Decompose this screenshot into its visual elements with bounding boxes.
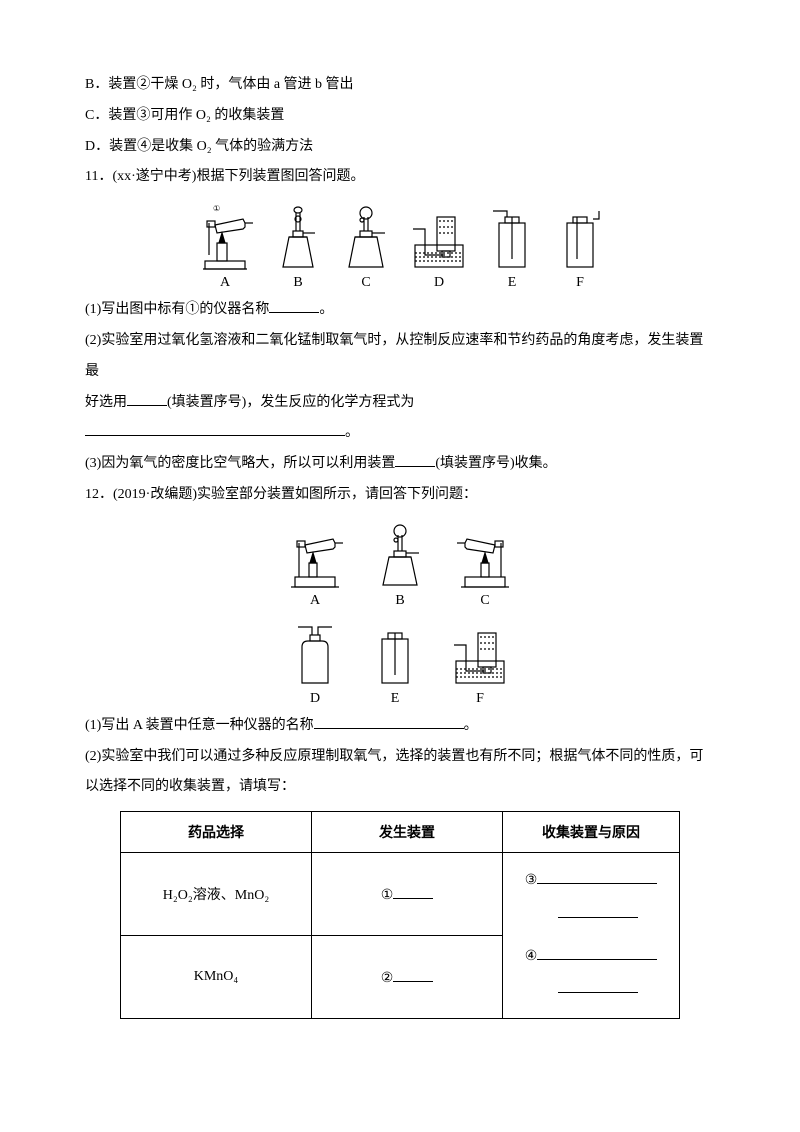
q12-label-a: A bbox=[285, 593, 345, 609]
q12-sub2: (2)实验室中我们可以通过多种反应原理制取氧气，选择的装置也有所不同；根据气体不… bbox=[85, 742, 715, 804]
q11-label-f: F bbox=[555, 275, 605, 291]
apparatus-f-icon bbox=[555, 203, 605, 273]
option-d: D．装置④是收集 O₂ 气体的验满方法 bbox=[85, 132, 715, 163]
blank[interactable] bbox=[537, 945, 657, 960]
apparatus-b2-icon bbox=[375, 521, 425, 591]
q11-label-e: E bbox=[487, 275, 537, 291]
q11-1a: (1)写出图中标有①的仪器名称 bbox=[85, 302, 269, 317]
r-c3: ③ ④ bbox=[503, 853, 680, 1019]
q11-sub1: (1)写出图中标有①的仪器名称 。 bbox=[85, 295, 715, 326]
q11-2c: (填装置序号)，发生反应的化学方程式为 bbox=[167, 395, 414, 410]
r2c2: ② bbox=[312, 936, 503, 1019]
apparatus-d2-icon bbox=[290, 619, 340, 689]
blank[interactable] bbox=[537, 869, 657, 884]
q12-sub1: (1)写出 A 装置中任意一种仪器的名称 。 bbox=[85, 711, 715, 742]
option-b: B．装置②干燥 O₂ 时，气体由 a 管进 b 管出 bbox=[85, 70, 715, 101]
q12-label-c: C bbox=[455, 593, 515, 609]
blank[interactable] bbox=[558, 978, 638, 993]
q12-heading: 12．(2019·改编题)实验室部分装置如图所示，请回答下列问题： bbox=[85, 480, 715, 511]
q12-figure-row2: D E bbox=[85, 619, 715, 707]
answer-table: 药品选择 发生装置 收集装置与原因 H₂O₂溶液、MnO₂ ① ③ ④ KMnO… bbox=[120, 811, 680, 1019]
apparatus-f2-icon bbox=[450, 619, 510, 689]
q11-2d: 。 bbox=[345, 425, 359, 440]
r-c3-b: ④ bbox=[525, 949, 538, 964]
blank[interactable] bbox=[395, 452, 435, 467]
q11-2b: 好选用 bbox=[85, 395, 127, 410]
apparatus-d-icon bbox=[409, 203, 469, 273]
q11-1b: 。 bbox=[319, 302, 333, 317]
q12-figure-row1: A B bbox=[85, 521, 715, 609]
q12-label-f: F bbox=[450, 691, 510, 707]
apparatus-a2-icon bbox=[285, 521, 345, 591]
q11-3b: (填装置序号)收集。 bbox=[435, 456, 556, 471]
q11-sub2-l3: 。 bbox=[85, 418, 715, 449]
r1c2: ① bbox=[312, 853, 503, 936]
q12-label-d: D bbox=[290, 691, 340, 707]
q11-heading: 11．(xx·遂宁中考)根据下列装置图回答问题。 bbox=[85, 162, 715, 193]
blank[interactable] bbox=[393, 884, 433, 899]
r-c3-a: ③ bbox=[525, 873, 538, 888]
r2c1: KMnO₄ bbox=[121, 936, 312, 1019]
apparatus-a-icon: ① bbox=[195, 203, 255, 273]
q11-sub3: (3)因为氧气的密度比空气略大，所以可以利用装置 (填装置序号)收集。 bbox=[85, 449, 715, 480]
q12-label-e: E bbox=[370, 691, 420, 707]
apparatus-c2-icon bbox=[455, 521, 515, 591]
apparatus-e-icon bbox=[487, 203, 537, 273]
th-2: 发生装置 bbox=[312, 812, 503, 853]
r2c2-prefix: ② bbox=[381, 971, 394, 986]
q11-3a: (3)因为氧气的密度比空气略大，所以可以利用装置 bbox=[85, 456, 395, 471]
apparatus-b-icon bbox=[273, 203, 323, 273]
blank[interactable] bbox=[127, 391, 167, 406]
q11-label-a: A bbox=[195, 275, 255, 291]
th-3: 收集装置与原因 bbox=[503, 812, 680, 853]
blank[interactable] bbox=[314, 714, 464, 729]
th-1: 药品选择 bbox=[121, 812, 312, 853]
q11-label-d: D bbox=[409, 275, 469, 291]
r1c1: H₂O₂溶液、MnO₂ bbox=[121, 853, 312, 936]
q11-figure-row: ① A bbox=[85, 203, 715, 291]
q12-1b: 。 bbox=[464, 718, 478, 733]
apparatus-e2-icon bbox=[370, 619, 420, 689]
option-c: C．装置③可用作 O₂ 的收集装置 bbox=[85, 101, 715, 132]
q11-sub2-l2: 好选用 (填装置序号)，发生反应的化学方程式为 bbox=[85, 388, 715, 419]
q11-label-b: B bbox=[273, 275, 323, 291]
q11-label-c: C bbox=[341, 275, 391, 291]
r1c2-prefix: ① bbox=[381, 888, 394, 903]
blank[interactable] bbox=[269, 298, 319, 313]
blank[interactable] bbox=[393, 967, 433, 982]
svg-text:①: ① bbox=[213, 204, 220, 213]
blank[interactable] bbox=[85, 421, 345, 436]
q12-label-b: B bbox=[375, 593, 425, 609]
apparatus-c-icon bbox=[341, 203, 391, 273]
q11-sub2-l1: (2)实验室用过氧化氢溶液和二氧化锰制取氧气时，从控制反应速率和节约药品的角度考… bbox=[85, 326, 715, 388]
blank[interactable] bbox=[558, 903, 638, 918]
q12-1a: (1)写出 A 装置中任意一种仪器的名称 bbox=[85, 718, 314, 733]
